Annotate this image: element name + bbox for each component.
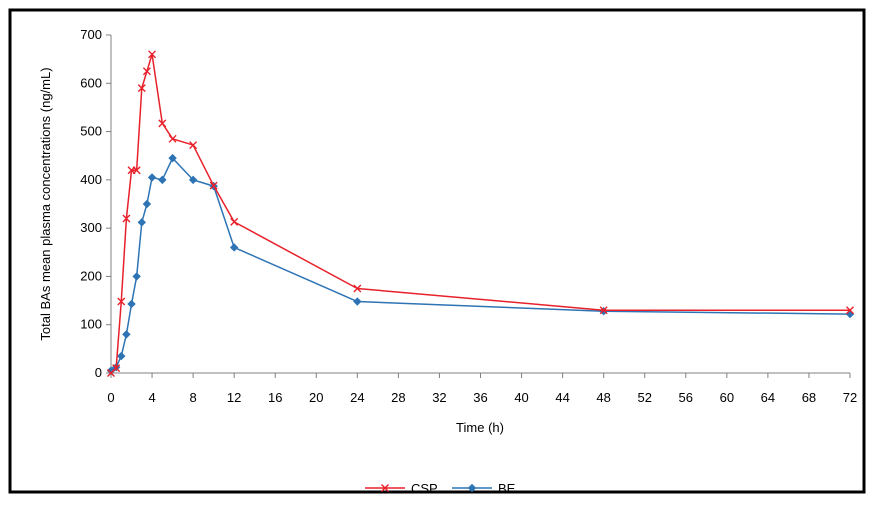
- data-point-csp: [158, 119, 167, 128]
- x-tick-label: 52: [637, 390, 651, 405]
- x-tick-label: 68: [802, 390, 816, 405]
- y-tick-label: 100: [80, 317, 102, 332]
- legend: CSP BE: [365, 481, 516, 496]
- data-point-be: [353, 297, 362, 306]
- x-tick-label: 32: [432, 390, 446, 405]
- y-tick-label: 200: [80, 268, 102, 283]
- legend-item-csp: CSP: [365, 481, 438, 496]
- x-tick-label: 24: [350, 390, 364, 405]
- x-tick-label: 44: [555, 390, 569, 405]
- legend-marker-be: [467, 483, 477, 493]
- y-tick-label: 500: [80, 124, 102, 139]
- data-point-be: [168, 153, 177, 163]
- y-tick-label: 0: [95, 365, 102, 380]
- data-point-be: [122, 330, 131, 339]
- data-point-csp: [117, 297, 126, 306]
- x-tick-label: 28: [391, 390, 405, 405]
- legend-item-be: BE: [452, 481, 516, 496]
- x-tick-label: 48: [596, 390, 610, 405]
- x-tick-label: 0: [107, 390, 114, 405]
- data-point-be: [127, 299, 136, 309]
- data-point-csp: [353, 284, 362, 293]
- series-csp: [107, 50, 854, 377]
- data-point-be: [137, 218, 146, 227]
- data-point-be: [158, 175, 167, 185]
- y-tick-label: 400: [80, 172, 102, 187]
- data-point-csp: [137, 84, 146, 93]
- x-tick-label: 8: [189, 390, 196, 405]
- x-tick-label: 60: [720, 390, 734, 405]
- data-point-csp: [122, 214, 131, 223]
- y-ticks: 0 100 200 300 400 500 600 700: [80, 27, 111, 380]
- y-tick-label: 600: [80, 75, 102, 90]
- legend-symbol-csp: [381, 484, 389, 492]
- x-tick-label: 16: [268, 390, 282, 405]
- legend-marker-csp: [381, 484, 389, 492]
- data-point-be: [188, 175, 198, 185]
- data-point-be: [229, 243, 239, 252]
- data-point-csp: [142, 67, 151, 76]
- data-point-be: [147, 173, 157, 182]
- x-tick-label: 40: [514, 390, 528, 405]
- x-tick-label: 20: [309, 390, 323, 405]
- data-point-csp: [230, 217, 239, 226]
- data-point-csp: [189, 141, 198, 150]
- chart-frame: [8, 8, 866, 494]
- data-point-csp: [148, 50, 157, 59]
- legend-label-be: BE: [498, 481, 516, 496]
- x-tick-label: 72: [843, 390, 857, 405]
- x-tick-label: 4: [148, 390, 155, 405]
- x-tick-label: 64: [761, 390, 775, 405]
- legend-label-csp: CSP: [411, 481, 438, 496]
- data-point-be: [117, 351, 126, 361]
- y-axis-label: Total BAs mean plasma concentrations (ng…: [38, 67, 53, 340]
- y-tick-label: 300: [80, 220, 102, 235]
- x-axis-label: Time (h): [456, 420, 504, 435]
- data-point-csp: [168, 134, 177, 143]
- data-point-be: [142, 199, 152, 209]
- data-point-be: [132, 272, 141, 281]
- legend-symbol-be: [467, 483, 477, 493]
- data-point-csp: [132, 166, 141, 175]
- data-point-csp: [846, 306, 854, 315]
- data-point-csp: [599, 306, 608, 315]
- data-point-csp: [209, 181, 218, 190]
- x-tick-label: 56: [679, 390, 693, 405]
- x-tick-label: 12: [227, 390, 241, 405]
- series-layer: [106, 50, 855, 377]
- y-tick-label: 700: [80, 27, 102, 42]
- x-tick-label: 36: [473, 390, 487, 405]
- data-point-csp: [112, 364, 121, 373]
- x-ticks: 0 4 8 12 16 20 24 28 32 36 40 44 48 52 56 60 64 68 72: [107, 373, 857, 405]
